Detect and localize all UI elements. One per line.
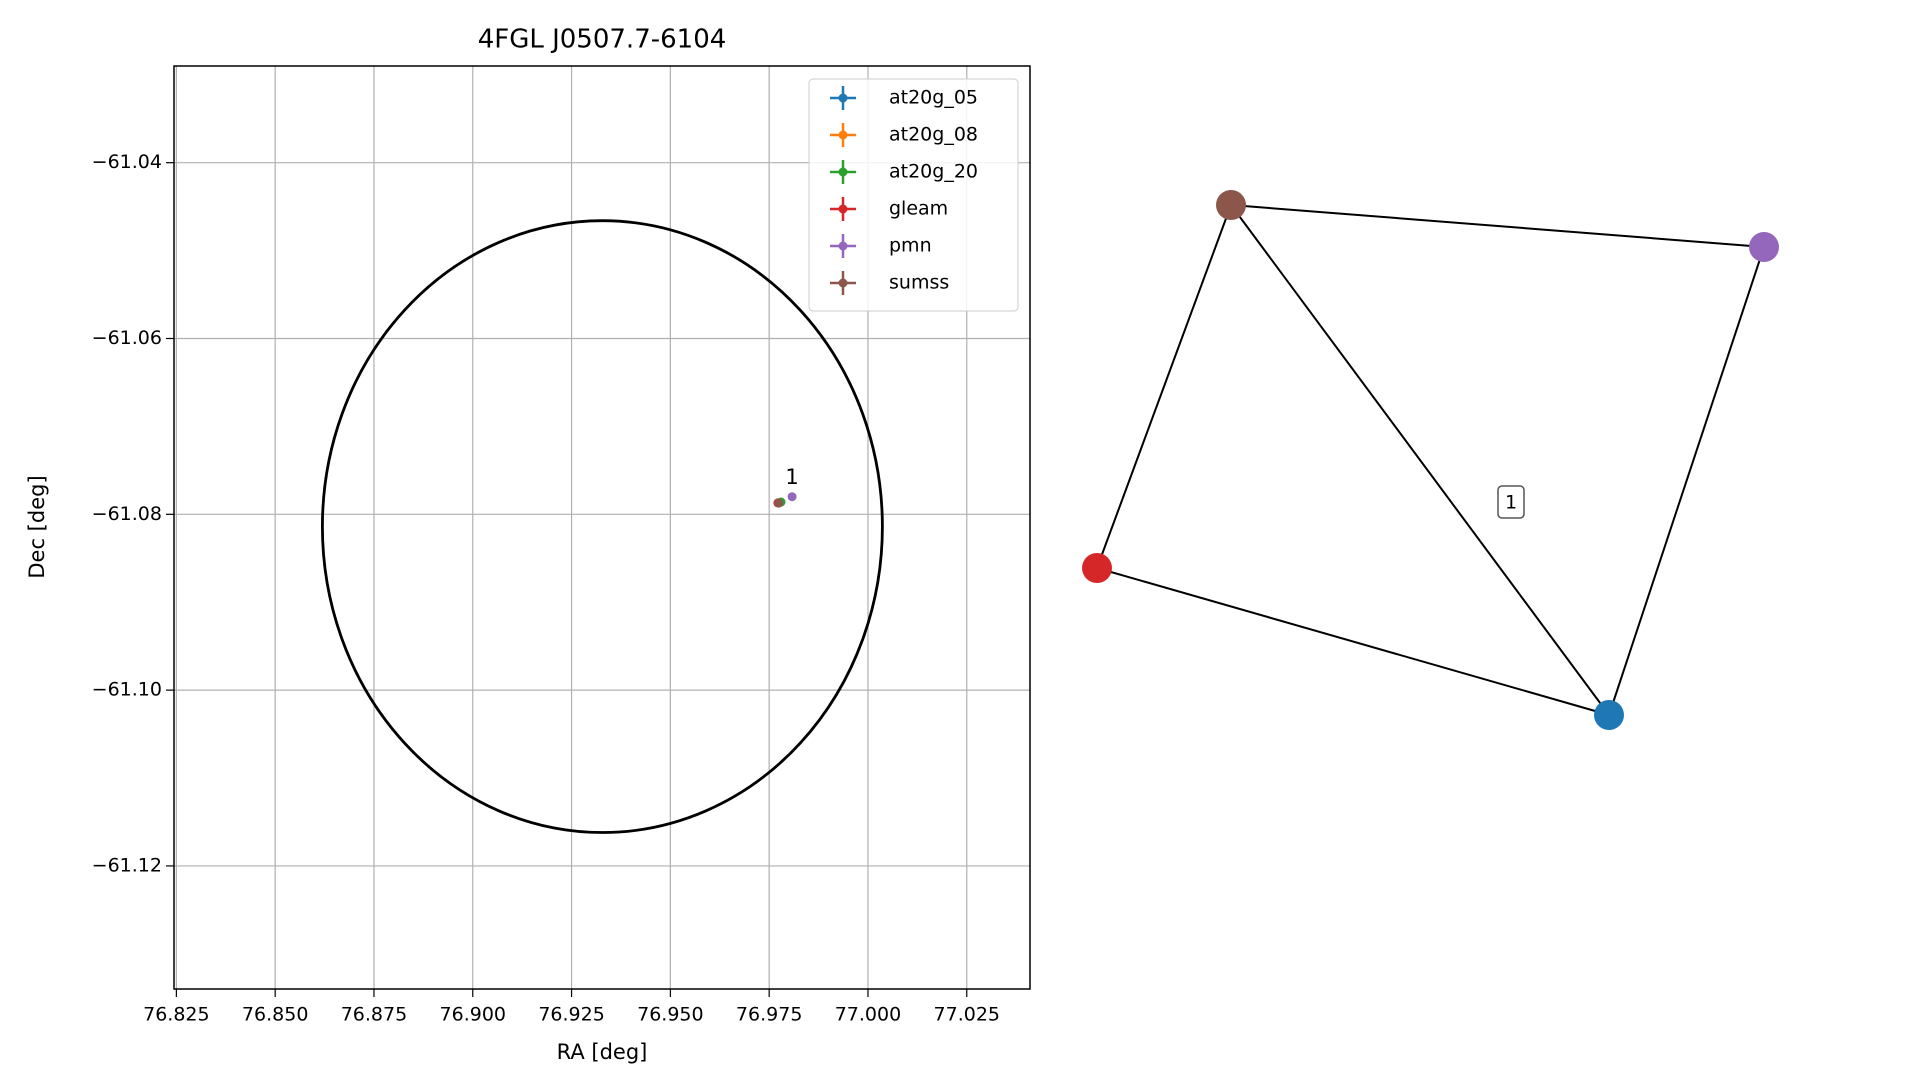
legend-marker <box>838 167 848 177</box>
edge <box>1096 204 1232 569</box>
node <box>1082 553 1112 583</box>
legend-marker <box>838 278 848 288</box>
x-tick-label: 76.950 <box>637 1004 703 1026</box>
y-axis-label: Dec [deg] <box>25 475 49 578</box>
x-tick-label: 76.850 <box>242 1004 308 1026</box>
edge-label-box <box>1497 485 1525 519</box>
legend-label: at20g_20 <box>889 161 978 183</box>
edge <box>1096 567 1610 716</box>
edge <box>1230 204 1610 716</box>
chart-title: 4FGL J0507.7-6104 <box>478 25 727 55</box>
edge-label: 1 <box>1505 492 1517 514</box>
legend-marker <box>838 204 848 214</box>
node <box>1749 232 1779 262</box>
plot-frame <box>173 65 1031 990</box>
legend-label: sumss <box>889 272 949 294</box>
x-axis-label: RA [deg] <box>557 1040 648 1064</box>
legend-marker <box>838 130 848 140</box>
x-tick-label: 76.975 <box>736 1004 802 1026</box>
legend-marker <box>838 241 848 251</box>
edge <box>1608 246 1765 716</box>
x-tick-label: 76.925 <box>538 1004 604 1026</box>
legend-marker <box>838 93 848 103</box>
x-tick-label: 76.875 <box>341 1004 407 1026</box>
y-tick-label: −61.06 <box>92 327 162 349</box>
y-tick-label: −61.04 <box>92 151 162 173</box>
legend-label: gleam <box>889 198 948 220</box>
x-tick-label: 76.900 <box>440 1004 506 1026</box>
point <box>774 498 784 508</box>
node <box>1216 190 1246 220</box>
x-tick-label: 77.025 <box>934 1004 1000 1026</box>
error-ellipse <box>320 219 884 834</box>
network-graph: 1 <box>1082 190 1779 730</box>
y-tick-label: −61.10 <box>92 679 162 701</box>
legend-label: pmn <box>889 235 932 257</box>
node <box>1594 700 1624 730</box>
annotation: 1 <box>785 465 798 489</box>
x-tick-label: 76.825 <box>143 1004 209 1026</box>
legend-label: at20g_08 <box>889 124 978 146</box>
edge <box>1230 204 1765 248</box>
legend-box <box>808 78 1019 312</box>
x-tick-label: 77.000 <box>835 1004 901 1026</box>
point <box>787 492 797 502</box>
y-tick-label: −61.08 <box>92 503 162 525</box>
legend-label: at20g_05 <box>889 87 978 109</box>
y-tick-label: −61.12 <box>92 854 162 876</box>
